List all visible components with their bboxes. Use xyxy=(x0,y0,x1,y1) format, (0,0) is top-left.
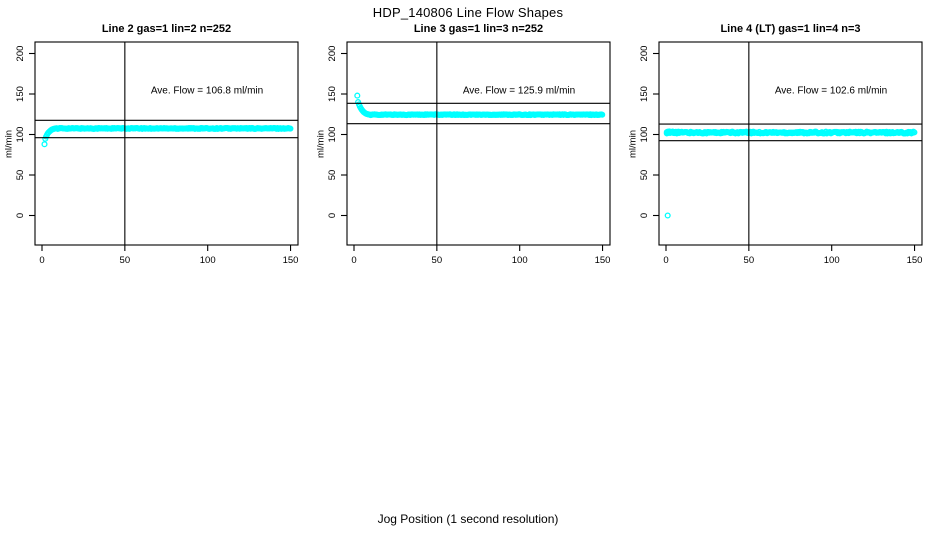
y-tick-label: 150 xyxy=(327,86,338,102)
data-points-series xyxy=(354,92,606,119)
x-tick-label: 50 xyxy=(744,255,755,266)
x-tick-label: 0 xyxy=(663,255,668,266)
plot-box xyxy=(346,41,611,246)
y-tick-label: 50 xyxy=(15,170,26,181)
panel-plot-1: 0 50 100 150 0 50 100 150 200 xyxy=(15,41,299,266)
x-tick-label: 150 xyxy=(907,255,923,266)
x-tick-label: 50 xyxy=(120,255,131,266)
y-tick-label: 200 xyxy=(327,46,338,62)
y-tick-label: 150 xyxy=(15,86,26,102)
x-tick-label: 50 xyxy=(432,255,443,266)
data-points-series xyxy=(41,124,294,148)
y-tick-label: 0 xyxy=(639,213,650,218)
y-tick-label: 100 xyxy=(327,127,338,143)
y-tick-label: 100 xyxy=(639,127,650,143)
plot-box xyxy=(34,41,299,246)
y-tick-label: 50 xyxy=(327,170,338,181)
x-tick-label: 100 xyxy=(200,255,216,266)
y-tick-label: 100 xyxy=(15,127,26,143)
y-tick-label: 150 xyxy=(639,86,650,102)
panel-plot-2: 0 50 100 150 0 50 100 150 200 xyxy=(327,41,611,266)
pan3-y-axis-label: ml/min xyxy=(627,130,639,158)
panel1-y-axis-label: ml/min xyxy=(3,130,15,158)
y-tick-label: 0 xyxy=(327,213,338,218)
panel3-ave-flow-annotation: Ave. Flow = 102.6 ml/min xyxy=(774,85,888,97)
data-points-series xyxy=(663,128,918,219)
x-tick-label: 150 xyxy=(595,255,611,266)
y-tick-label: 50 xyxy=(639,170,650,181)
figure-title: HDP_140806 Line Flow Shapes xyxy=(372,5,564,20)
y-tick-label: 200 xyxy=(15,46,26,62)
y-tick-label: 200 xyxy=(639,46,650,62)
x-tick-label: 150 xyxy=(283,255,299,266)
x-tick-label: 100 xyxy=(824,255,840,266)
x-axis-label: Jog Position (1 second resolution) xyxy=(377,512,559,526)
panel2-title: Line 3 gas=1 lin=3 n=252 xyxy=(413,23,544,35)
panel3-title: Line 4 (LT) gas=1 lin=4 n=3 xyxy=(720,23,861,35)
panel-plot-3: 0 50 100 150 0 50 100 150 200 xyxy=(639,41,923,266)
panel2-y-axis-label: ml/min xyxy=(315,130,327,158)
panel1-ave-flow-annotation: Ave. Flow = 106.8 ml/min xyxy=(150,85,264,97)
panel2-ave-flow-annotation: Ave. Flow = 125.9 ml/min xyxy=(462,85,576,97)
x-tick-label: 0 xyxy=(39,255,44,266)
x-tick-label: 0 xyxy=(351,255,356,266)
y-tick-label: 0 xyxy=(15,213,26,218)
plot-box xyxy=(658,41,923,246)
panel1-title: Line 2 gas=1 lin=2 n=252 xyxy=(101,23,232,35)
x-tick-label: 100 xyxy=(512,255,528,266)
